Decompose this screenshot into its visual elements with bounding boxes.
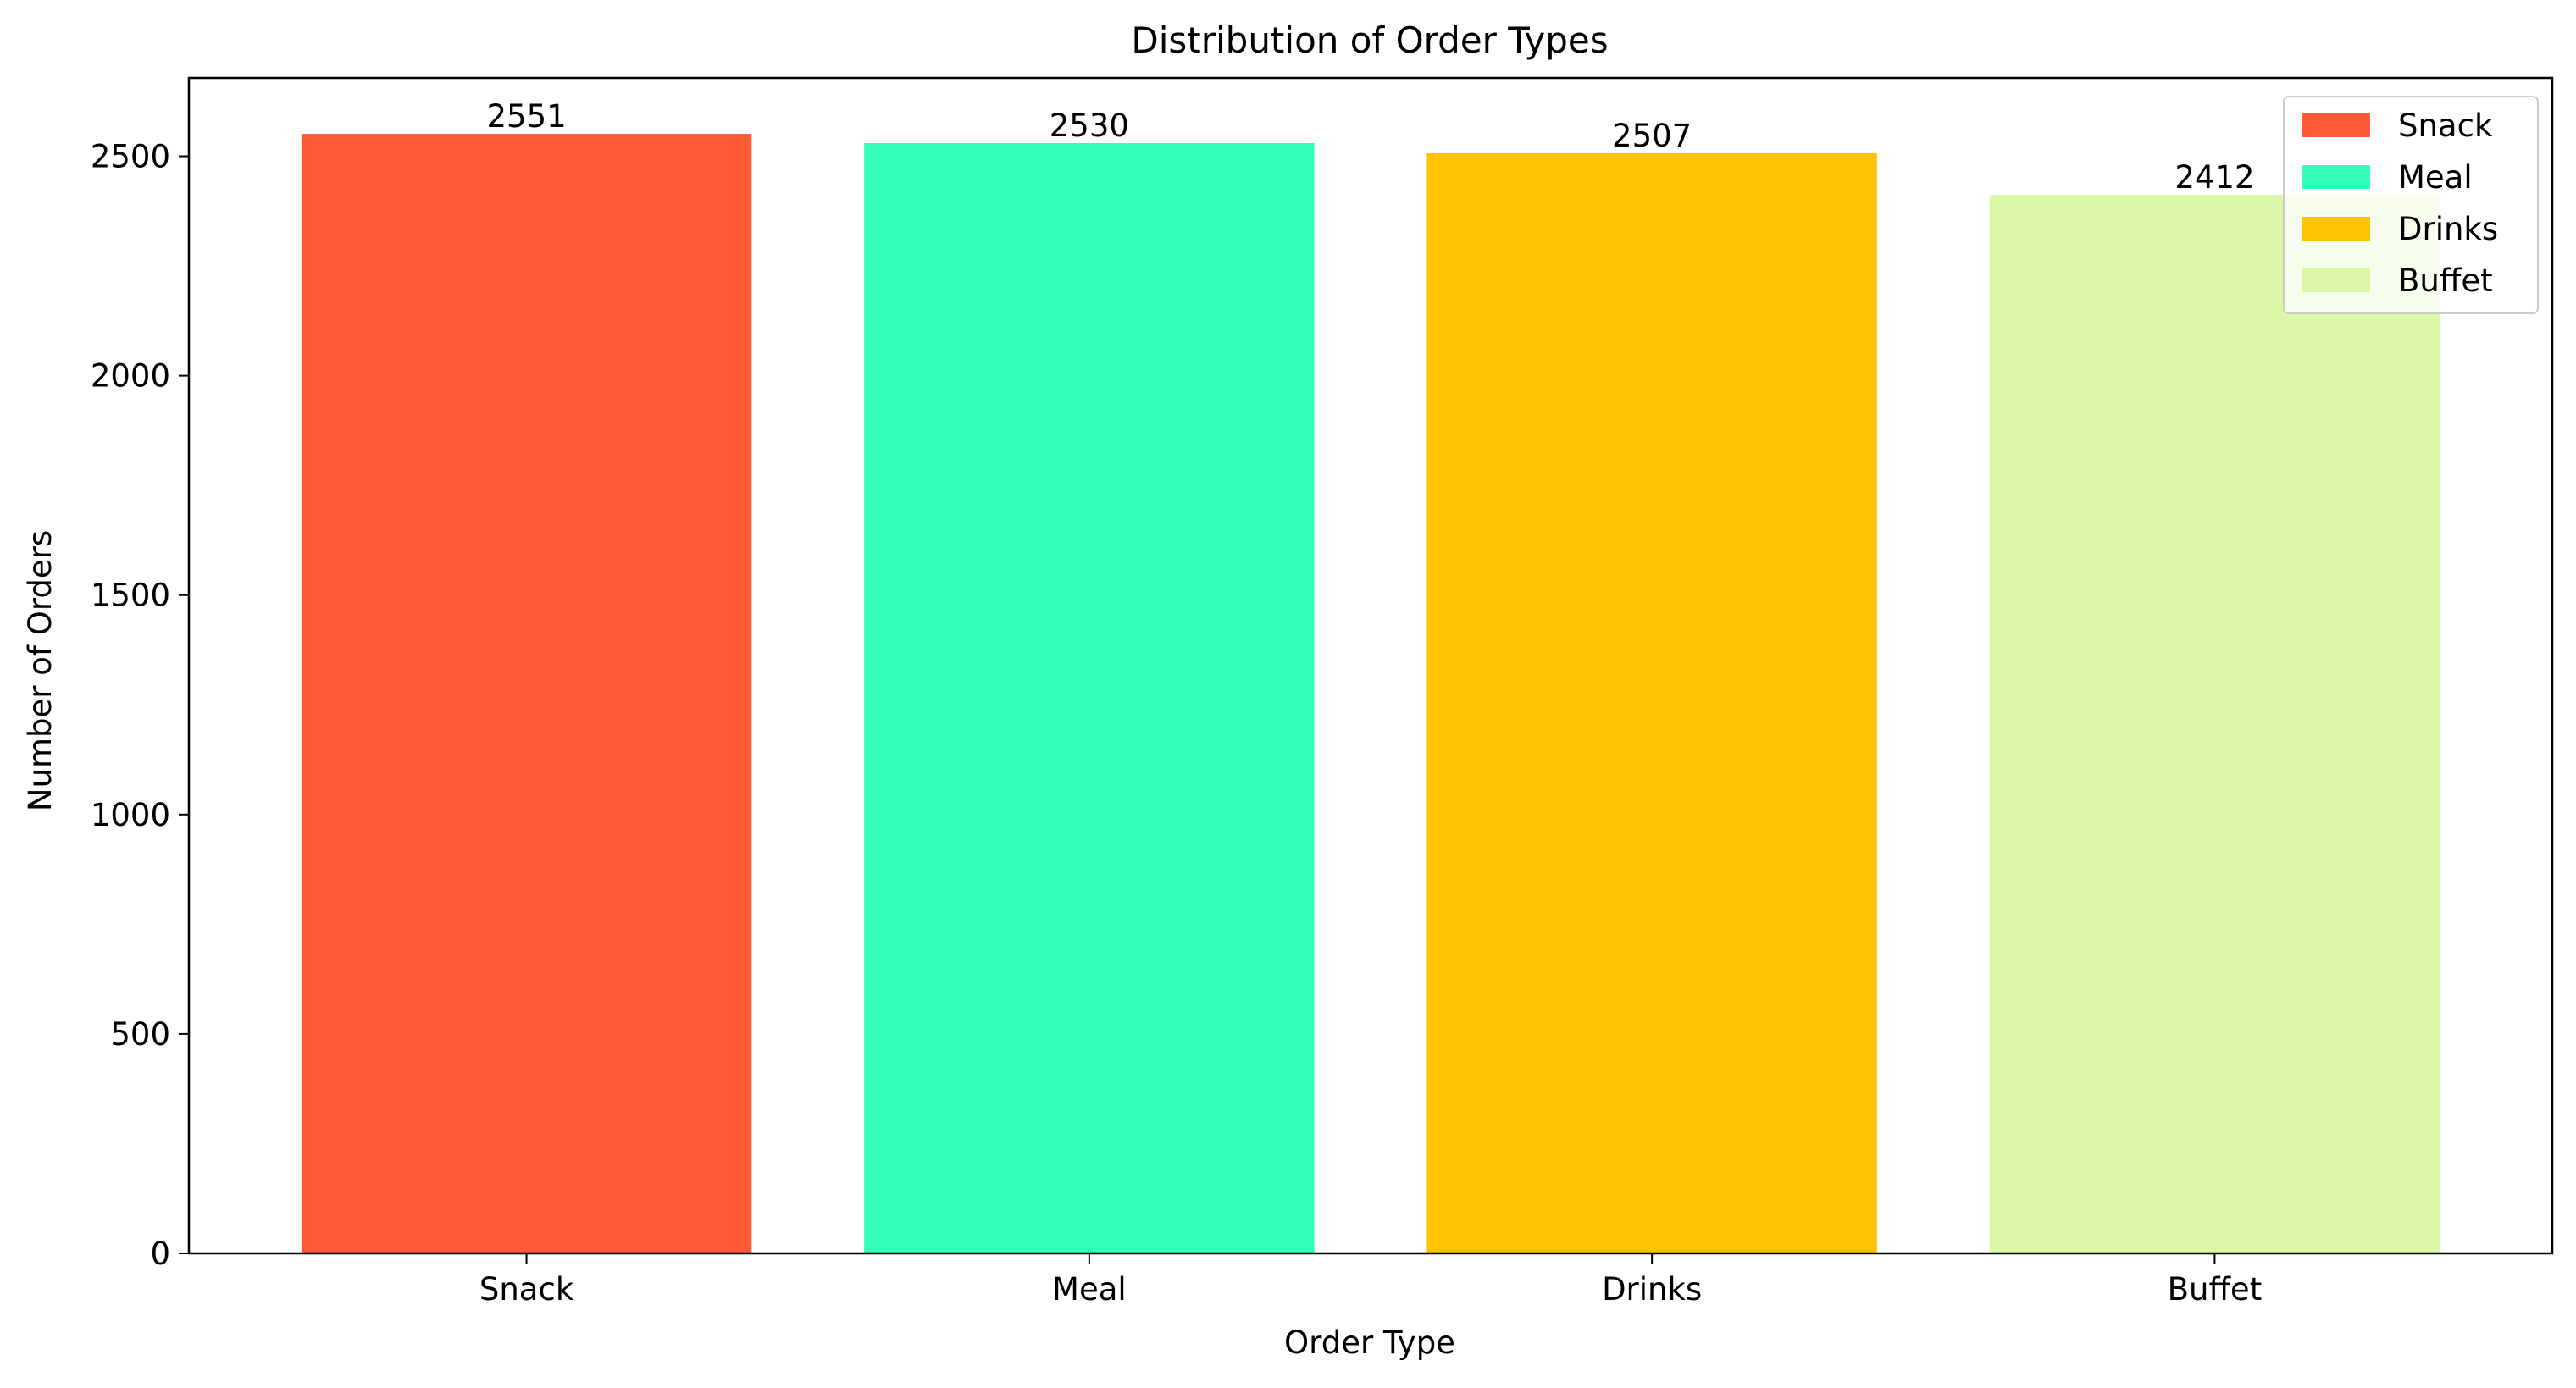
- legend-label: Meal: [2398, 159, 2473, 196]
- legend-swatch-meal: [2302, 165, 2370, 189]
- y-tick-label: 1000: [91, 797, 170, 833]
- plot-area: 2551 Snack 2530 Meal 2507 Drinks 2412 Buffet 0 50…: [91, 76, 2554, 1308]
- legend-swatch-drinks: [2302, 217, 2370, 241]
- x-tick-label: Snack: [479, 1271, 574, 1308]
- bar-data-label: 2507: [1612, 118, 1692, 154]
- bar-data-label: 2412: [2174, 159, 2254, 196]
- chart-title: Distribution of Order Types: [1131, 19, 1608, 61]
- bar-meal: [864, 142, 1315, 1253]
- bar-drinks: [1426, 152, 1877, 1253]
- bar-data-label: 2530: [1050, 108, 1129, 144]
- x-tick-label: Buffet: [2168, 1271, 2263, 1308]
- legend-label: Drinks: [2398, 211, 2498, 247]
- legend-swatch-snack: [2302, 113, 2370, 137]
- legend-label: Buffet: [2398, 263, 2493, 299]
- y-tick-label: 1500: [91, 578, 170, 614]
- plot-frame: [187, 76, 2554, 1255]
- bar-snack: [301, 134, 752, 1254]
- legend-swatch-buffet: [2302, 268, 2370, 292]
- legend-label: Snack: [2398, 108, 2493, 144]
- y-tick-label: 2500: [91, 139, 170, 175]
- y-axis-label: Number of Orders: [22, 530, 58, 811]
- x-axis-label: Order Type: [1284, 1324, 1455, 1361]
- y-tick-label: 0: [150, 1236, 170, 1272]
- y-tick-label: 2000: [91, 358, 170, 395]
- bar-buffet: [1989, 195, 2440, 1253]
- legend-box: [2283, 96, 2539, 314]
- y-tick-label: 500: [110, 1016, 170, 1053]
- bar-data-label: 2551: [486, 98, 566, 135]
- x-tick-label: Meal: [1052, 1271, 1127, 1308]
- x-tick-label: Drinks: [1602, 1271, 1702, 1308]
- legend: Snack Meal Drinks Buffet: [2283, 96, 2539, 314]
